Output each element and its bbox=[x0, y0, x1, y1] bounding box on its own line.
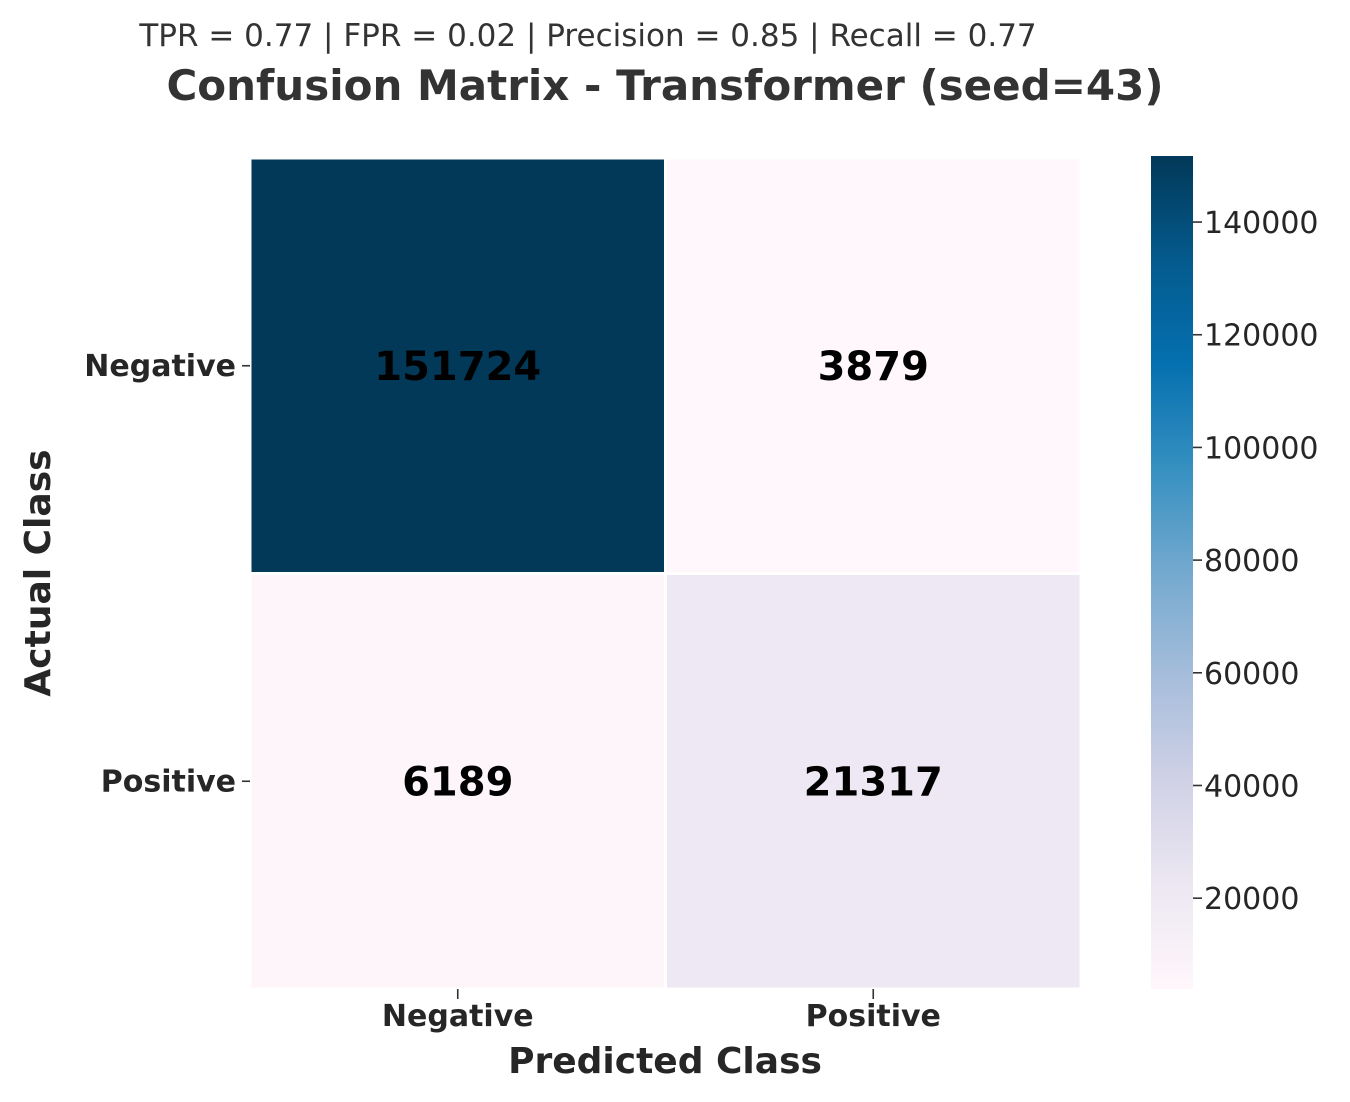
x-axis-label: Predicted Class bbox=[508, 1041, 822, 1082]
heatmap-cell bbox=[248, 572, 667, 991]
colorbar-tick-label: 40000 bbox=[1204, 769, 1299, 804]
y-axis-label: Actual Class bbox=[18, 449, 59, 696]
x-axis-ticks: Negative Positive bbox=[382, 989, 941, 1034]
heatmap-cell bbox=[664, 156, 1083, 575]
cell-value-label: 21317 bbox=[804, 759, 943, 805]
heatmap-cell-labels: 151724 3879 6189 21317 bbox=[374, 344, 943, 806]
chart-title: Confusion Matrix - Transformer (seed=43) bbox=[166, 61, 1163, 110]
colorbar-tick-label: 20000 bbox=[1204, 882, 1299, 917]
colorbar-tick-label: 100000 bbox=[1204, 431, 1319, 466]
colorbar-tick-label: 120000 bbox=[1204, 319, 1319, 354]
cell-value-label: 3879 bbox=[818, 344, 929, 390]
y-tick-label: Positive bbox=[101, 764, 236, 799]
cell-value-label: 6189 bbox=[402, 759, 513, 805]
colorbar-tick-label: 60000 bbox=[1204, 657, 1299, 692]
x-tick-label: Negative bbox=[382, 999, 534, 1034]
heatmap-cell bbox=[664, 572, 1083, 991]
heatmap-cell bbox=[248, 156, 667, 575]
x-tick-label: Positive bbox=[806, 999, 941, 1034]
colorbar-tick-label: 140000 bbox=[1204, 206, 1319, 241]
colorbar bbox=[1151, 156, 1193, 989]
heatmap-grid bbox=[248, 156, 1083, 991]
colorbar-ticks: 20000 40000 60000 80000 100000 120000 140000 bbox=[1193, 206, 1319, 917]
colorbar-tick-label: 80000 bbox=[1204, 544, 1299, 579]
chart-subtitle: TPR = 0.77 | FPR = 0.02 | Precision = 0.… bbox=[138, 18, 1036, 54]
cell-value-label: 151724 bbox=[374, 344, 541, 390]
y-tick-label: Negative bbox=[84, 349, 236, 384]
y-axis-ticks: Negative Positive bbox=[84, 349, 250, 799]
